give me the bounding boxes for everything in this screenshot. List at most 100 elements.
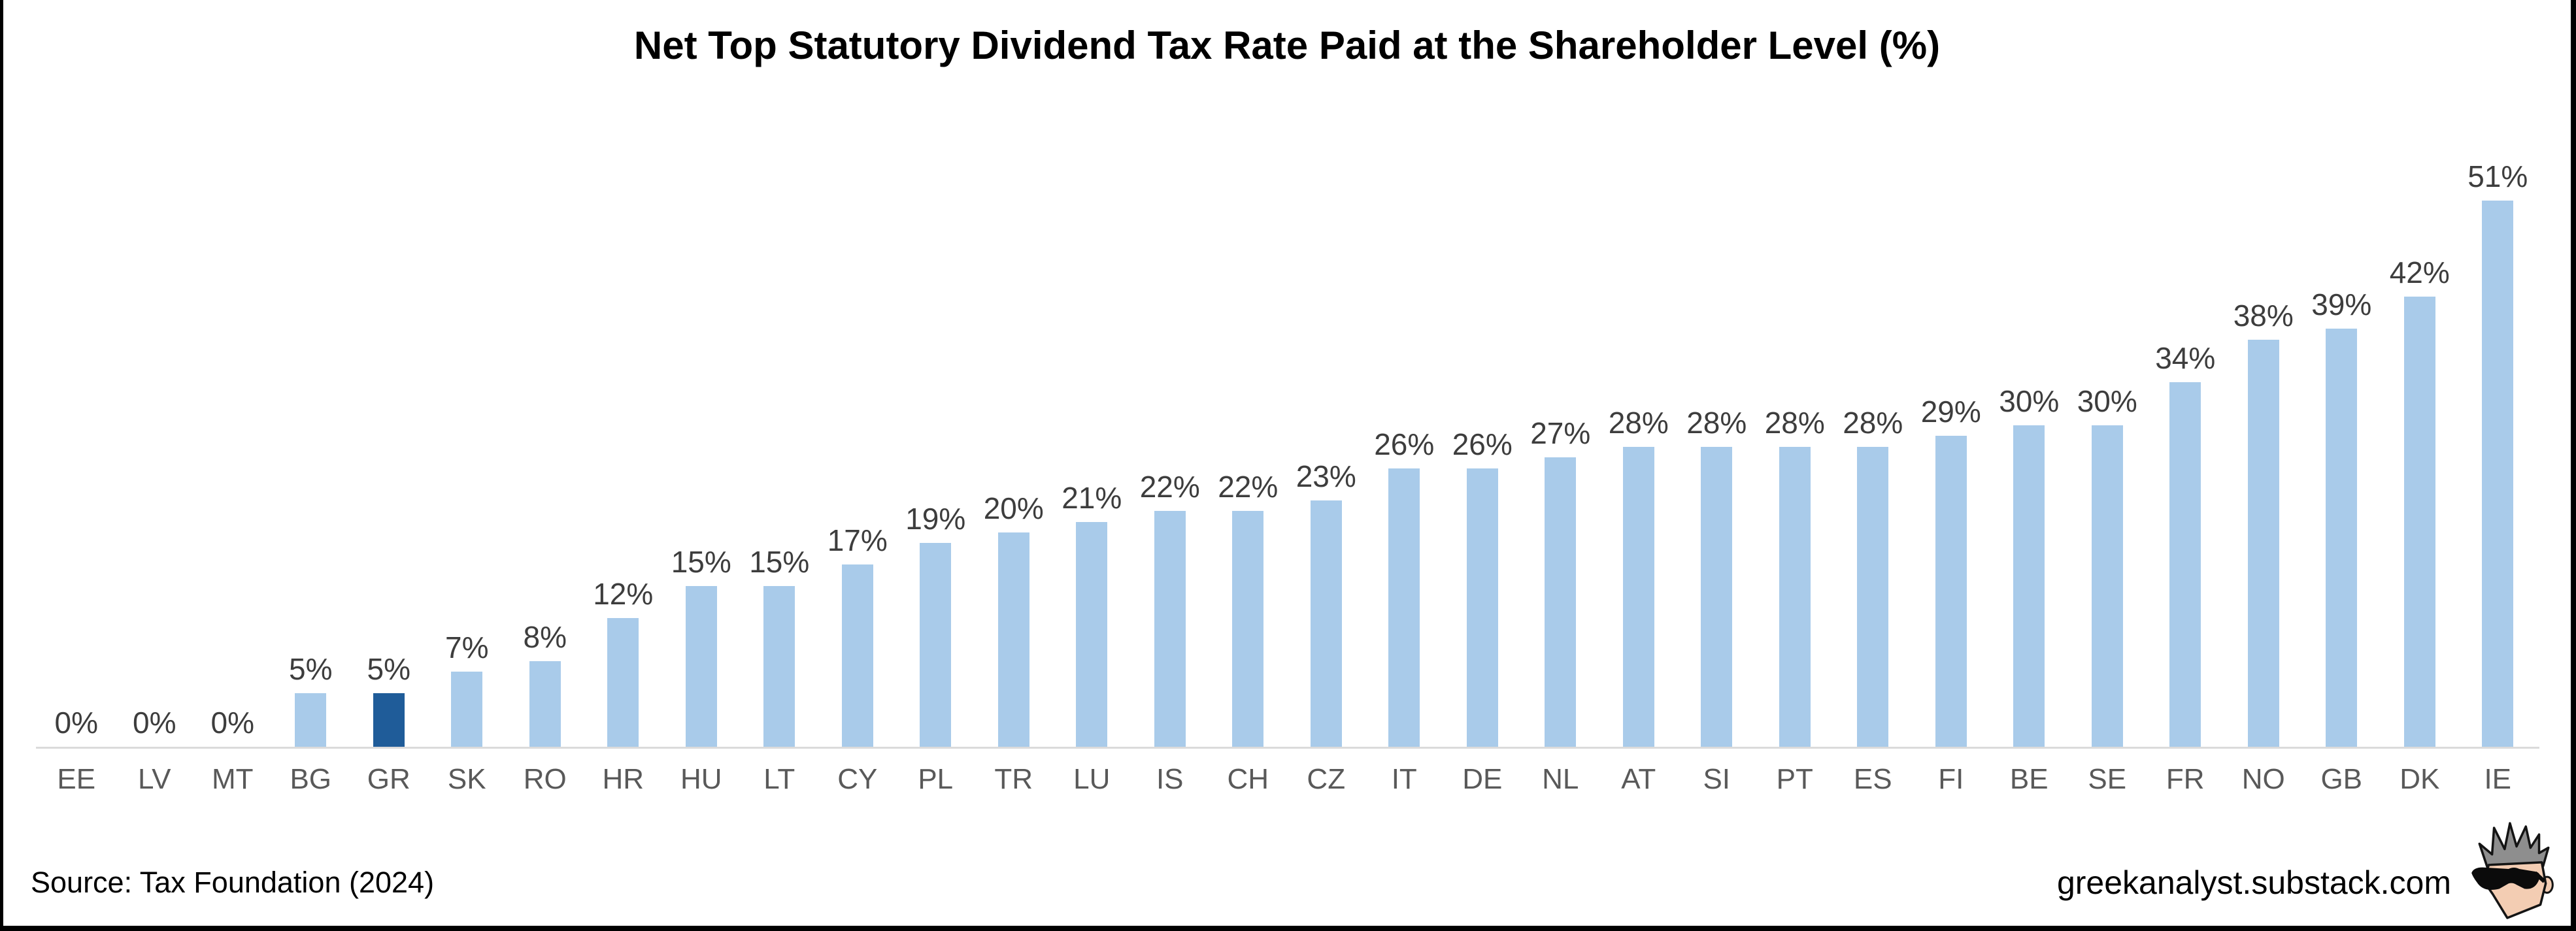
bar-column-DK: 42% [2381, 157, 2459, 747]
bar-value-label: 28% [1764, 405, 1825, 440]
category-label-HR: HR [602, 763, 644, 795]
bar-value-label: 39% [2311, 287, 2372, 322]
bar-SI [1701, 446, 1733, 747]
category-label-NL: NL [1542, 763, 1579, 795]
bar-value-label: 30% [1999, 384, 2060, 418]
bar-value-label: 42% [2389, 255, 2450, 290]
bar-column-BE: 30% [1990, 157, 2069, 747]
bar-CY [841, 564, 873, 747]
bar-FR [2169, 382, 2201, 747]
bar-RO [529, 661, 561, 747]
bar-column-PL: 19% [897, 157, 975, 747]
category-label-DE: DE [1462, 763, 1503, 795]
bar-ES [1857, 446, 1889, 747]
bar-AT [1622, 446, 1654, 747]
x-axis-labels: EE LV MT BG GR SK RO HR HU LT CY PL TR LU IS CH CZ IT DE NL… [37, 763, 2537, 796]
category-label-SK: SK [447, 763, 486, 795]
bar-value-label: 0% [133, 706, 176, 740]
bar-column-TR: 20% [975, 157, 1053, 747]
bar-PL [920, 543, 952, 747]
bar-value-label: 27% [1530, 416, 1591, 451]
bar-column-HU: 15% [662, 157, 741, 747]
bar-value-label: 7% [445, 630, 489, 665]
category-label-FR: FR [2166, 763, 2205, 795]
category-label-SE: SE [2088, 763, 2127, 795]
category-label-PT: PT [1776, 763, 1813, 795]
bar-value-label: 0% [54, 706, 98, 740]
category-label-SI: SI [1703, 763, 1731, 795]
category-label-TR: TR [994, 763, 1033, 795]
bar-LU [1076, 521, 1108, 747]
bar-value-label: 23% [1296, 459, 1356, 493]
bar-value-label: 28% [1843, 405, 1903, 440]
bar-BG [295, 693, 327, 747]
category-label-ES: ES [1853, 763, 1892, 795]
bar-value-label: 26% [1374, 427, 1435, 461]
category-label-RO: RO [523, 763, 567, 795]
bar-column-NO: 38% [2224, 157, 2303, 747]
bar-value-label: 38% [2233, 298, 2294, 333]
bar-DE [1466, 468, 1498, 747]
bar-column-CH: 22% [1209, 157, 1288, 747]
bar-value-label: 20% [983, 491, 1044, 525]
bar-BE [2013, 425, 2045, 747]
category-label-BE: BE [2009, 763, 2049, 795]
chart-title: Net Top Statutory Dividend Tax Rate Paid… [633, 24, 1941, 67]
category-label-GR: GR [367, 763, 410, 795]
bar-column-LU: 21% [1053, 157, 1131, 747]
bar-column-CY: 17% [818, 157, 897, 747]
category-label-FI: FI [1938, 763, 1964, 795]
bar-IE [2482, 200, 2514, 747]
category-label-HU: HU [680, 763, 722, 795]
category-label-EE: EE [57, 763, 96, 795]
bar-value-label: 30% [2077, 384, 2137, 418]
bar-GB [2326, 329, 2358, 747]
logo-hair [2478, 822, 2550, 869]
category-label-PL: PL [918, 763, 954, 795]
bar-value-label: 12% [593, 577, 654, 612]
bar-column-DE: 26% [1443, 157, 1522, 747]
bar-column-SI: 28% [1678, 157, 1756, 747]
bar-IS [1154, 511, 1186, 747]
bar-column-RO: 8% [506, 157, 584, 747]
category-label-GB: GB [2320, 763, 2363, 795]
category-label-CZ: CZ [1307, 763, 1346, 795]
bar-IT [1388, 468, 1420, 747]
bar-value-label: 34% [2155, 341, 2216, 376]
watermark-text: greekanalyst.substack.com [2056, 864, 2451, 901]
bar-column-MT: 0% [193, 157, 272, 747]
bar-value-label: 51% [2467, 159, 2528, 193]
bar-column-SK: 7% [428, 157, 507, 747]
bar-column-AT: 28% [1599, 157, 1678, 747]
bar-value-label: 26% [1452, 427, 1513, 461]
category-label-DK: DK [2400, 763, 2440, 795]
bar-column-HR: 12% [584, 157, 663, 747]
bar-column-EE: 0% [37, 157, 116, 747]
category-label-IT: IT [1391, 763, 1417, 795]
bar-value-label: 5% [289, 652, 333, 686]
bar-column-NL: 27% [1522, 157, 1600, 747]
bar-HR [607, 618, 639, 747]
bar-column-FR: 34% [2147, 157, 2225, 747]
category-label-NO: NO [2241, 763, 2285, 795]
logo-sunglasses [2471, 867, 2540, 890]
bar-column-BG: 5% [272, 157, 350, 747]
bar-SK [451, 672, 483, 747]
source-note: Source: Tax Foundation (2024) [31, 866, 435, 899]
bar-value-label: 28% [1608, 405, 1669, 440]
bar-CH [1232, 511, 1264, 747]
category-label-LU: LU [1073, 763, 1111, 795]
bar-DK [2403, 297, 2435, 747]
bar-CZ [1310, 500, 1342, 747]
bar-column-CZ: 23% [1287, 157, 1365, 747]
plot-area: 0% 0% 0% 5% 5% 7% 8% 12% 15% 15% 17% 19% 20% 21% 22% 22… [37, 157, 2537, 747]
bar-LT [763, 586, 795, 747]
bar-column-IE: 51% [2459, 157, 2537, 747]
bar-value-label: 15% [749, 545, 810, 579]
bar-column-SE: 30% [2068, 157, 2147, 747]
bar-HU [685, 586, 717, 747]
bar-value-label: 22% [1139, 470, 1200, 504]
bar-FI [1935, 436, 1967, 747]
category-label-CY: CY [837, 763, 878, 795]
